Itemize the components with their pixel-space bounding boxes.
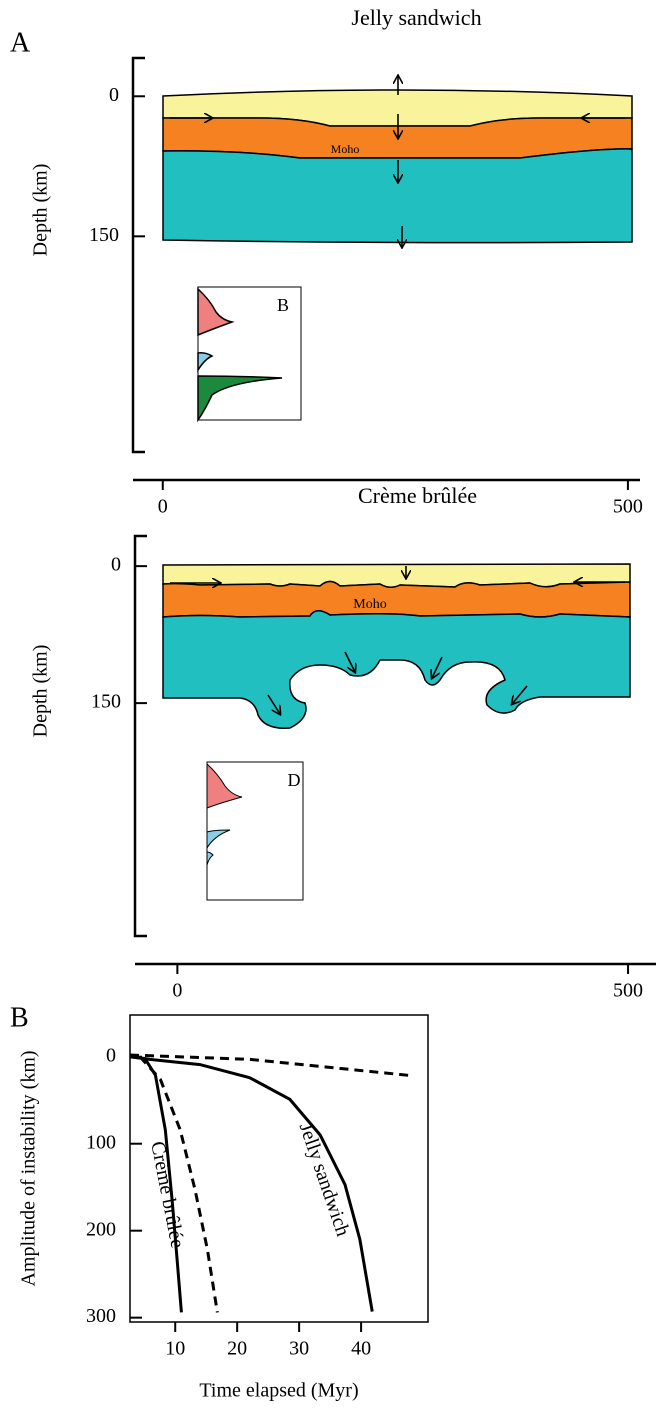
- y-axis-label: Amplitude of instability (km): [18, 1050, 40, 1286]
- y-tick-label: 100: [86, 1131, 116, 1153]
- x-tick-label: 0: [172, 980, 182, 1002]
- y-tick-label: 0: [111, 554, 121, 576]
- x-tick-label: 500: [613, 980, 643, 1002]
- plot-frame: [129, 1014, 429, 1323]
- line-panel: B Amplitude of instability (km) Time elaps…: [10, 1002, 429, 1402]
- series-line: [138, 1055, 219, 1313]
- y-tick-label: 150: [91, 691, 121, 713]
- panel-label: B: [10, 1002, 29, 1033]
- x-tick-label: 40: [351, 1338, 371, 1360]
- jelly-sandwich-section: [162, 76, 633, 423]
- x-tick-label: 0: [158, 496, 168, 518]
- y-axis-label: Depth (km): [30, 645, 52, 738]
- y-axis-label: Depth (km): [30, 164, 52, 257]
- x-tick-label: 500: [613, 496, 643, 518]
- series-label: Jelly sandwich: [295, 1120, 354, 1239]
- y-tick-label: 0: [109, 84, 119, 106]
- creme-brulee-section: [162, 563, 631, 901]
- x-tick-label: 30: [289, 1338, 309, 1360]
- axis-frame: [133, 534, 147, 938]
- series-line: [129, 1053, 414, 1078]
- series-line: [129, 1055, 374, 1312]
- cross-section-panel: Crème brûlée Depth (km) Moho D 0 150 0 500: [30, 483, 656, 1002]
- axis-frame: [131, 56, 145, 454]
- moho-label: Moho: [353, 597, 386, 612]
- series-line: [129, 1055, 183, 1313]
- cross-section-panel: A Jelly sandwich Depth (km) Moho B 0 150 0 500: [10, 5, 643, 518]
- series-label: Crème brûlée: [146, 1139, 188, 1250]
- inset-label: D: [288, 770, 301, 790]
- x-tick-label: 20: [227, 1338, 247, 1360]
- moho-label: Moho: [331, 142, 360, 156]
- y-tick-label: 150: [89, 224, 119, 246]
- panel-label: A: [10, 27, 31, 58]
- x-tick-label: 10: [165, 1338, 185, 1360]
- y-tick-label: 300: [86, 1305, 116, 1327]
- inset-label: B: [277, 295, 289, 315]
- panel-title: Jelly sandwich: [351, 5, 481, 30]
- y-tick-label: 0: [106, 1044, 116, 1066]
- panel-title: Crème brûlée: [358, 483, 477, 508]
- x-axis-label: Time elapsed (Myr): [199, 1380, 358, 1402]
- y-tick-label: 200: [86, 1218, 116, 1240]
